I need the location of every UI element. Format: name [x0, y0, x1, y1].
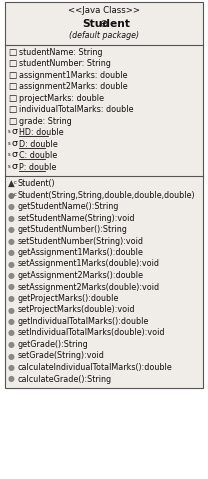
Text: getStudentName():String: getStudentName():String [18, 202, 119, 211]
Text: studentName: String: studentName: String [19, 47, 103, 57]
Text: Student(): Student() [18, 179, 56, 188]
Text: □: □ [8, 59, 16, 68]
Text: ●: ● [8, 294, 15, 303]
Text: grade: String: grade: String [19, 116, 72, 125]
Text: □: □ [8, 47, 16, 57]
Bar [5, 2, 203, 388]
Text: c: c [14, 180, 17, 185]
Text: setProjectMarks(double):void: setProjectMarks(double):void [18, 306, 135, 315]
Text: calculateIndividualTotalMarks():double: calculateIndividualTotalMarks():double [18, 363, 173, 372]
Text: Student: Student [82, 19, 130, 28]
Text: □: □ [8, 70, 16, 80]
Text: ●: ● [8, 375, 15, 384]
Text: ●: ● [8, 329, 15, 338]
Text: setStudentName(String):void: setStudentName(String):void [18, 214, 135, 223]
Text: setGrade(String):void: setGrade(String):void [18, 352, 105, 361]
Text: setAssignment1Marks(double):void: setAssignment1Marks(double):void [18, 260, 160, 269]
Text: assignment1Marks: double: assignment1Marks: double [19, 70, 128, 80]
Text: ●: ● [8, 352, 15, 361]
Text: projectMarks: double: projectMarks: double [19, 93, 104, 103]
Text: s: s [8, 140, 11, 146]
Text: getAssignment2Marks():double: getAssignment2Marks():double [18, 271, 144, 280]
Text: HD: double: HD: double [19, 128, 64, 137]
Text: ●: ● [8, 191, 15, 199]
Text: □: □ [8, 116, 16, 125]
Text: Student(String,String,double,double,double): Student(String,String,double,double,doub… [18, 191, 196, 199]
Text: setStudentNumber(String):void: setStudentNumber(String):void [18, 237, 144, 246]
Text: calculateGrade():String: calculateGrade():String [18, 375, 112, 384]
Text: ●: ● [8, 248, 15, 257]
Text: setIndividualTotalMarks(double):void: setIndividualTotalMarks(double):void [18, 329, 166, 338]
Text: ●: ● [8, 237, 15, 246]
Text: ●: ● [8, 306, 15, 315]
Text: (default package): (default package) [69, 31, 139, 40]
Text: ●: ● [8, 260, 15, 269]
Text: σ: σ [12, 138, 18, 148]
Text: setAssignment2Marks(double):void: setAssignment2Marks(double):void [18, 283, 160, 292]
Text: ●: ● [8, 340, 15, 349]
Text: getStudentNumber():String: getStudentNumber():String [18, 225, 128, 234]
Text: studentNumber: String: studentNumber: String [19, 59, 111, 68]
Text: ●: ● [8, 225, 15, 234]
Text: D: double: D: double [19, 139, 58, 148]
Text: σ: σ [12, 161, 18, 171]
Text: getIndividualTotalMarks():double: getIndividualTotalMarks():double [18, 317, 149, 326]
Text: P: double: P: double [19, 162, 56, 171]
Text: s: s [8, 129, 11, 134]
Text: ●: ● [8, 363, 15, 372]
Text: ●: ● [8, 317, 15, 326]
Text: ●: ● [8, 214, 15, 223]
Text: <<Java Class>>: <<Java Class>> [68, 6, 140, 15]
Text: □: □ [8, 82, 16, 91]
Text: σ: σ [12, 150, 18, 159]
Text: getGrade():String: getGrade():String [18, 340, 89, 349]
Text: c: c [14, 192, 17, 196]
Text: s: s [8, 152, 11, 157]
Text: ●: ● [8, 202, 15, 211]
Text: getProjectMarks():double: getProjectMarks():double [18, 294, 119, 303]
Text: assignment2Marks: double: assignment2Marks: double [19, 82, 128, 91]
Text: getAssignment1Marks():double: getAssignment1Marks():double [18, 248, 144, 257]
Text: ●: ● [8, 271, 15, 280]
Text: ⊖: ⊖ [99, 19, 107, 28]
Text: ▲: ▲ [8, 179, 15, 188]
Text: ●: ● [8, 283, 15, 292]
Text: □: □ [8, 93, 16, 103]
Text: C: double: C: double [19, 151, 57, 160]
Text: □: □ [8, 105, 16, 114]
Text: s: s [8, 163, 11, 169]
Text: σ: σ [12, 127, 18, 136]
Text: individualTotalMarks: double: individualTotalMarks: double [19, 105, 134, 114]
